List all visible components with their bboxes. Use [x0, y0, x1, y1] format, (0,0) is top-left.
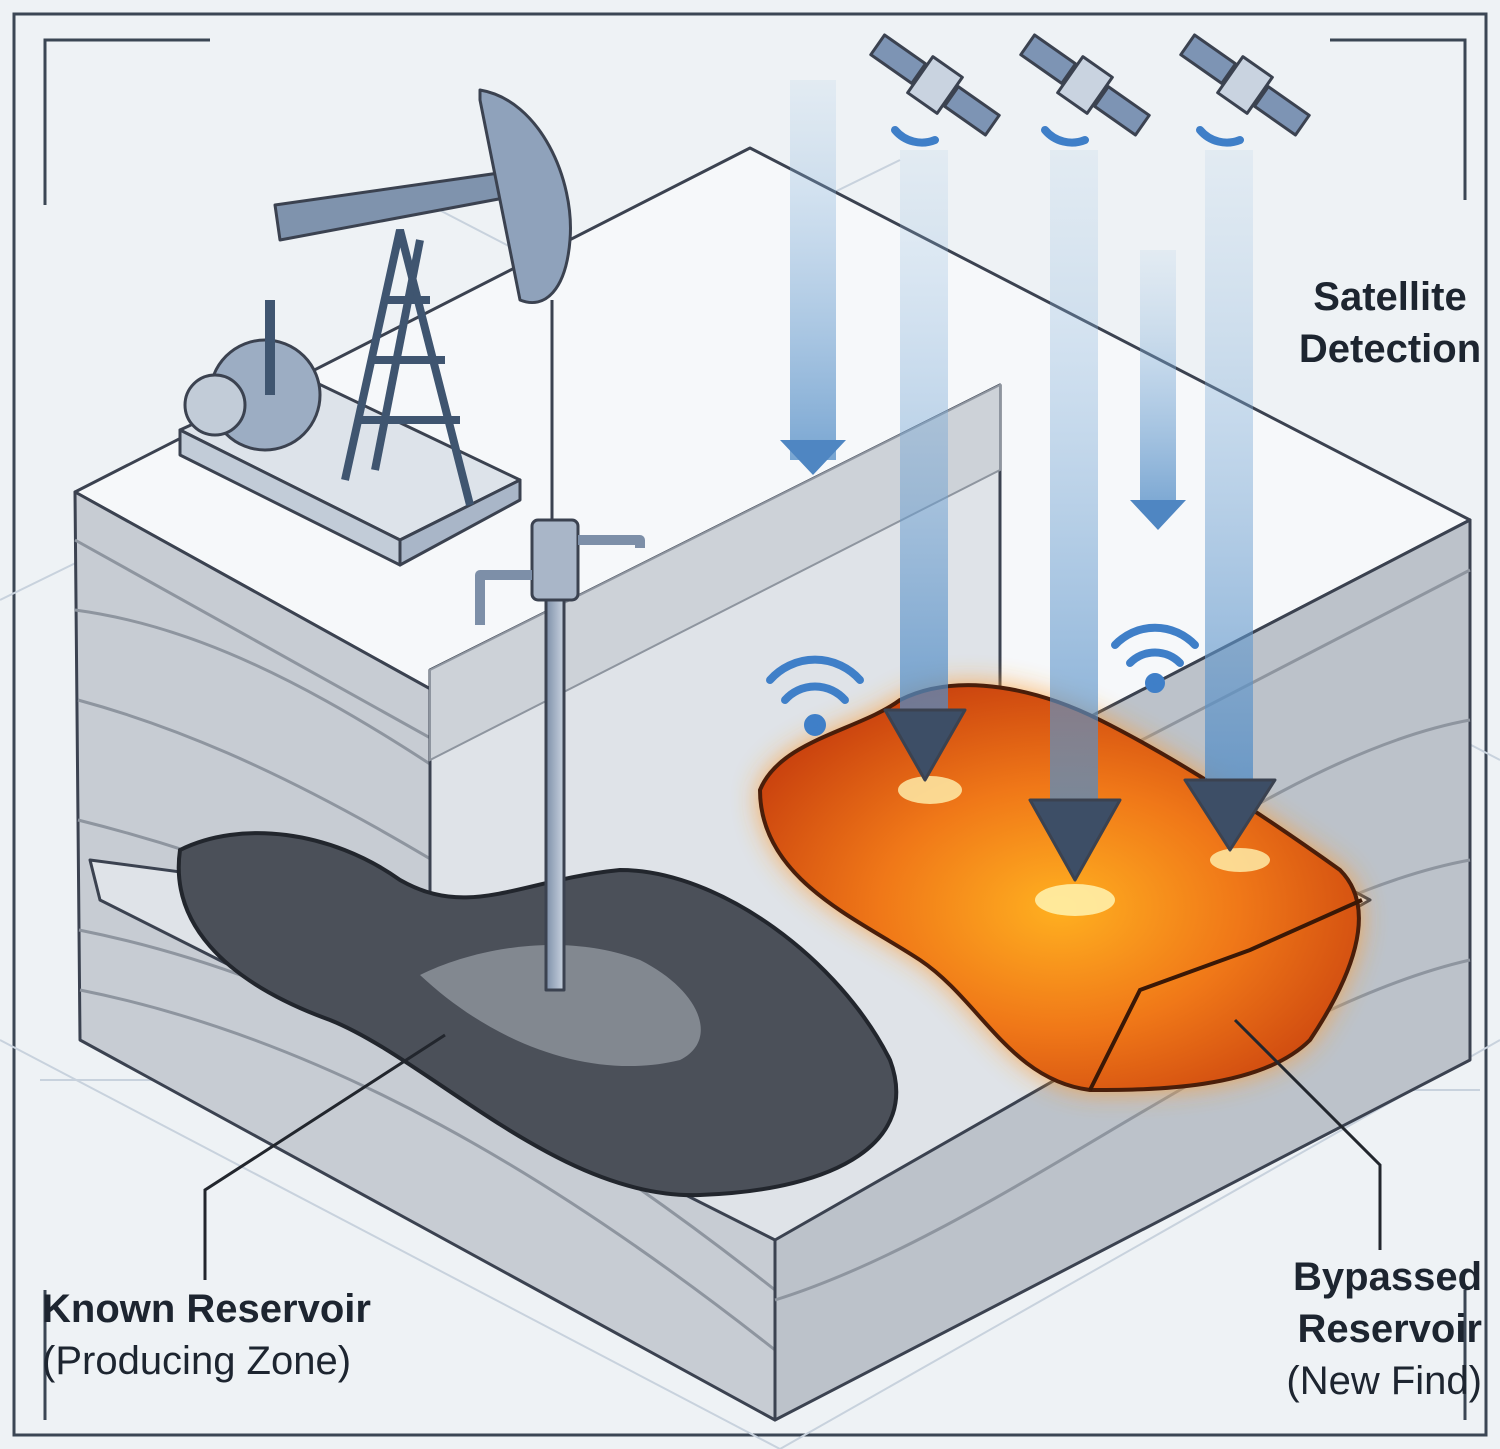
known-reservoir-subtitle: (Producing Zone)	[42, 1339, 351, 1383]
satellite-label: Satellite	[1313, 275, 1466, 319]
page: {"labels": { "satellite_detection": ["Sa…	[0, 0, 1500, 1449]
satellite-label: Detection	[1299, 327, 1481, 371]
bypassed-reservoir-title: Bypassed	[1293, 1255, 1482, 1299]
bypassed-reservoir-subtitle: (New Find)	[1286, 1359, 1482, 1403]
known-reservoir-title: Known Reservoir	[42, 1287, 371, 1331]
bypassed-reservoir-title: Reservoir	[1297, 1307, 1482, 1351]
illustration: Satellite Detection Known Reservoir (Pro…	[0, 0, 1500, 1449]
